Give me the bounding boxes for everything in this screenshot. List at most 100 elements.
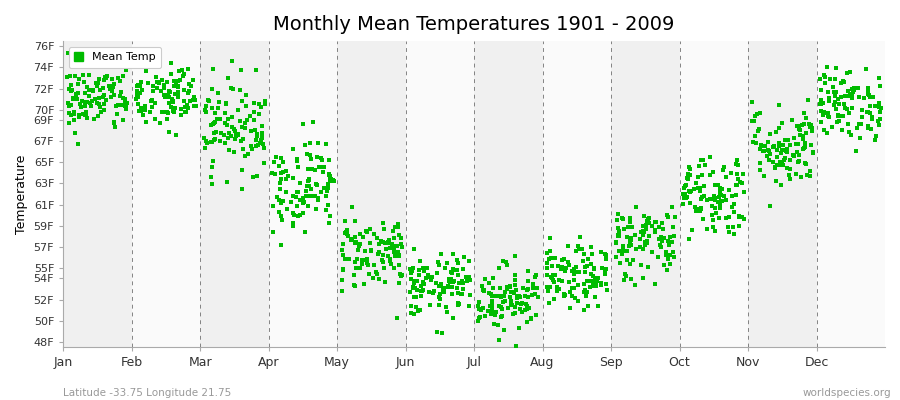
Point	[788, 170, 803, 177]
Point	[806, 149, 820, 156]
Point	[143, 98, 157, 104]
Point	[778, 148, 793, 154]
Point	[256, 141, 271, 148]
Point	[225, 114, 239, 120]
Point	[429, 270, 444, 276]
Point	[107, 81, 122, 88]
Point	[230, 107, 245, 114]
Point	[662, 214, 676, 220]
Point	[832, 118, 846, 125]
Point	[431, 262, 446, 268]
Point	[552, 286, 566, 292]
Point	[392, 262, 406, 269]
Point	[228, 135, 242, 142]
Point	[611, 211, 625, 218]
Point	[594, 282, 608, 288]
Point	[857, 95, 871, 101]
Point	[363, 240, 377, 246]
Point	[342, 256, 356, 262]
Point	[248, 127, 263, 133]
Point	[507, 290, 521, 296]
Point	[379, 246, 393, 252]
Point	[382, 245, 397, 251]
Point	[110, 110, 124, 117]
Point	[449, 257, 464, 264]
Point	[90, 83, 104, 89]
Point	[91, 113, 105, 119]
Point	[431, 301, 446, 308]
Point	[616, 216, 630, 222]
Point	[155, 77, 169, 83]
Point	[773, 159, 788, 165]
Point	[623, 214, 637, 221]
Point	[769, 128, 783, 135]
Point	[416, 287, 430, 293]
Point	[404, 303, 419, 310]
Point	[290, 158, 304, 164]
Point	[64, 82, 78, 88]
Point	[280, 206, 294, 212]
Point	[204, 139, 219, 146]
Point	[829, 65, 843, 71]
Point	[508, 310, 522, 316]
Point	[586, 282, 600, 289]
Point	[572, 246, 586, 252]
Point	[499, 258, 513, 265]
Point	[451, 272, 465, 278]
Point	[364, 248, 378, 254]
Point	[693, 188, 707, 194]
Point	[285, 220, 300, 226]
Point	[572, 234, 587, 240]
Point	[61, 120, 76, 126]
Point	[496, 299, 510, 306]
Point	[724, 170, 738, 176]
Point	[835, 127, 850, 134]
Point	[579, 292, 593, 298]
Point	[416, 278, 430, 285]
Point	[472, 306, 486, 312]
Point	[520, 303, 535, 309]
Point	[852, 135, 867, 141]
Point	[67, 109, 81, 116]
Point	[303, 151, 318, 158]
Point	[707, 195, 722, 202]
Point	[134, 108, 148, 114]
Point	[236, 136, 250, 143]
Point	[566, 285, 580, 291]
Point	[508, 304, 522, 310]
Point	[541, 288, 555, 294]
Point	[640, 240, 654, 247]
Point	[130, 94, 145, 100]
Point	[376, 252, 391, 258]
Point	[336, 267, 350, 273]
Point	[290, 203, 304, 209]
Bar	[474, 41, 543, 347]
Point	[637, 239, 652, 246]
Point	[323, 178, 338, 184]
Point	[493, 294, 508, 300]
Point	[508, 286, 523, 293]
Point	[387, 234, 401, 241]
Point	[860, 109, 875, 116]
Point	[296, 210, 310, 216]
Point	[167, 91, 182, 98]
Point	[696, 216, 710, 222]
Point	[482, 290, 496, 296]
Point	[445, 284, 459, 291]
Point	[321, 202, 336, 208]
Point	[558, 292, 572, 298]
Point	[639, 222, 653, 228]
Point	[833, 94, 848, 100]
Point	[427, 288, 441, 294]
Point	[521, 286, 535, 292]
Point	[730, 170, 744, 177]
Point	[198, 145, 212, 152]
Point	[491, 322, 505, 328]
Point	[782, 142, 796, 148]
Point	[166, 98, 180, 104]
Point	[162, 88, 176, 95]
Point	[154, 88, 168, 94]
Point	[104, 83, 119, 89]
Point	[690, 206, 705, 212]
Point	[540, 260, 554, 266]
